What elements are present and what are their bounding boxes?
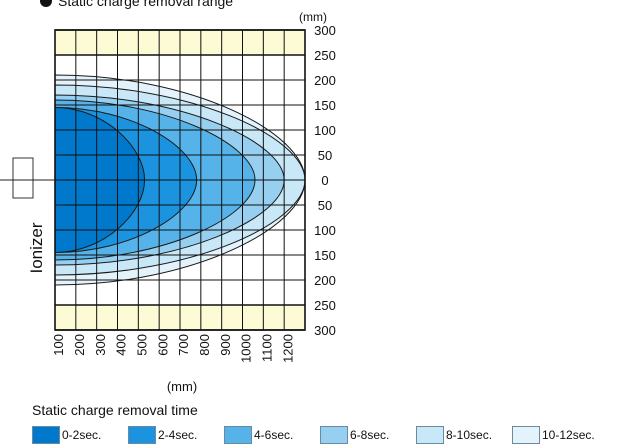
legend-label: 2-4sec. — [158, 428, 197, 442]
y-axis-unit: (mm) — [299, 10, 327, 24]
x-tick-label: 100 — [51, 334, 66, 356]
y-tick-label: 200 — [314, 73, 336, 88]
legend-swatch — [320, 426, 348, 444]
legend-swatch — [32, 426, 60, 444]
ionizer-symbol — [0, 158, 55, 198]
y-tick-label: 200 — [314, 273, 336, 288]
legend-item: 2-4sec. — [128, 425, 197, 445]
legend-swatch — [416, 426, 444, 444]
y-tick-label: 0 — [321, 173, 328, 188]
x-axis-unit: (mm) — [167, 379, 197, 394]
legend-label: 6-8sec. — [350, 428, 389, 442]
y-tick-label: 150 — [314, 248, 336, 263]
x-tick-label: 600 — [155, 334, 170, 356]
y-tick-label: 250 — [314, 298, 336, 313]
x-axis-ticks: 100 200 300 400 500 600 700 800 900 1000 1100 1200 — [51, 334, 295, 363]
legend-title: Static charge removal time — [32, 402, 198, 418]
ionizer-label: Ionizer — [27, 222, 46, 273]
legend-label: 8-10sec. — [446, 428, 492, 442]
x-tick-label: 700 — [176, 334, 191, 356]
x-tick-label: 1100 — [260, 334, 275, 362]
y-tick-label: 250 — [314, 48, 336, 63]
legend-swatch — [224, 426, 252, 444]
legend-item: 8-10sec. — [416, 425, 492, 445]
legend-label: 0-2sec. — [62, 428, 101, 442]
x-tick-label: 300 — [93, 334, 108, 356]
y-tick-label: 300 — [314, 23, 336, 38]
y-tick-label: 100 — [314, 223, 336, 238]
legend-item: 6-8sec. — [320, 425, 389, 445]
y-tick-label: 50 — [318, 148, 332, 163]
legend-label: 4-6sec. — [254, 428, 293, 442]
legend-item: 10-12sec. — [512, 425, 595, 445]
y-tick-label: 150 — [314, 98, 336, 113]
x-tick-label: 800 — [197, 334, 212, 356]
legend-item: 4-6sec. — [224, 425, 293, 445]
y-axis-ticks: 300 250 200 150 100 50 0 50 100 150 200 250 300 — [314, 23, 336, 338]
x-tick-label: 400 — [114, 334, 129, 356]
x-tick-label: 1000 — [239, 334, 254, 363]
x-tick-label: 1200 — [280, 334, 295, 363]
legend-swatch — [128, 426, 156, 444]
ionizer-box — [13, 158, 33, 198]
y-tick-label: 300 — [314, 323, 336, 338]
y-tick-label: 100 — [314, 123, 336, 138]
legend-label: 10-12sec. — [542, 428, 595, 442]
x-tick-label: 500 — [135, 334, 150, 356]
y-tick-label: 50 — [318, 198, 332, 213]
legend-swatch — [512, 426, 540, 444]
legend-item: 0-2sec. — [32, 425, 101, 445]
x-tick-label: 900 — [218, 334, 233, 356]
x-tick-label: 200 — [72, 334, 87, 356]
